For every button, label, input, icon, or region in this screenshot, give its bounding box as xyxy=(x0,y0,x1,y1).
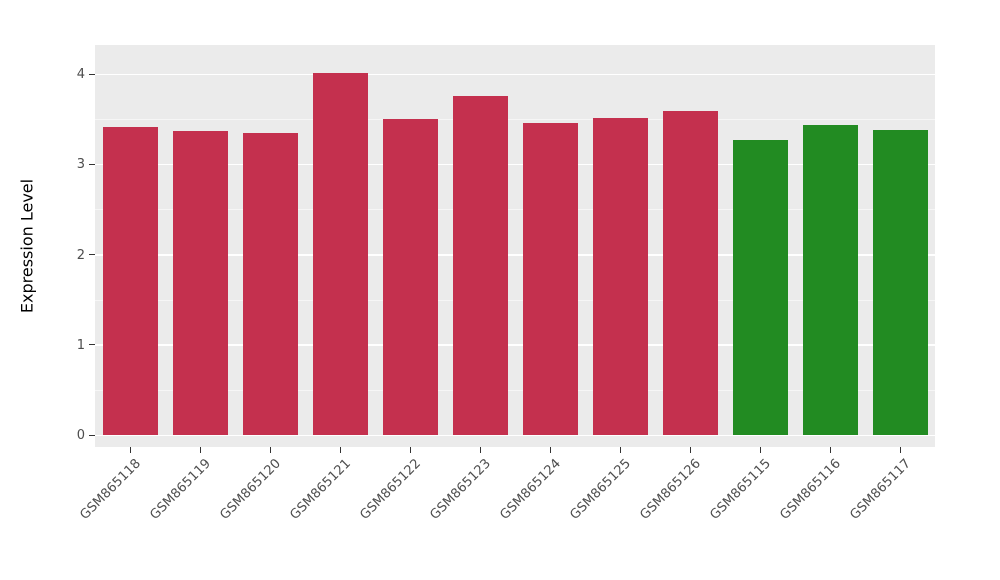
bar-GSM865118 xyxy=(102,127,158,435)
major-gridline xyxy=(95,254,935,256)
x-tick-mark xyxy=(619,447,621,453)
y-tick-label: 0 xyxy=(76,428,85,443)
x-tick-mark xyxy=(129,447,131,453)
major-gridline xyxy=(95,73,935,75)
bar-GSM865116 xyxy=(802,125,858,435)
y-axis-title: Expression Level xyxy=(17,178,37,314)
bar-GSM865121 xyxy=(312,73,368,435)
y-tick-mark xyxy=(89,163,95,165)
bar-GSM865126 xyxy=(662,111,718,435)
bar-GSM865115 xyxy=(732,139,788,435)
y-tick-label: 4 xyxy=(76,67,85,82)
bar-GSM865124 xyxy=(522,122,578,435)
x-tick-mark xyxy=(899,447,901,453)
y-tick-label: 1 xyxy=(76,337,85,353)
x-tick-mark xyxy=(829,447,831,453)
y-tick-mark xyxy=(89,254,95,255)
minor-gridline xyxy=(95,299,935,301)
y-tick-mark xyxy=(89,73,95,75)
bar-GSM865123 xyxy=(452,95,508,435)
x-tick-mark xyxy=(759,447,761,453)
x-tick-label: GSM865118 xyxy=(77,456,144,523)
y-tick-label: 3 xyxy=(76,157,85,173)
minor-gridline xyxy=(95,119,935,121)
major-gridline xyxy=(95,344,935,346)
minor-gridline xyxy=(95,209,935,211)
x-tick-mark xyxy=(269,447,271,453)
bar-GSM865125 xyxy=(592,118,648,435)
bar-GSM865120 xyxy=(242,132,298,435)
bar-GSM865119 xyxy=(172,130,228,435)
major-gridline xyxy=(95,163,935,166)
x-tick-mark xyxy=(199,447,201,453)
bar-GSM865117 xyxy=(872,129,928,435)
bar-GSM865122 xyxy=(382,119,438,435)
x-tick-mark xyxy=(549,447,551,453)
y-tick-mark xyxy=(89,434,95,436)
major-gridline xyxy=(95,434,935,436)
x-tick-mark xyxy=(689,447,691,453)
y-tick-mark xyxy=(89,344,95,346)
minor-gridline xyxy=(95,389,935,391)
x-tick-mark xyxy=(479,447,481,453)
y-tick-label: 2 xyxy=(76,247,85,263)
chart-panel xyxy=(95,45,935,447)
x-tick-mark xyxy=(339,447,341,453)
x-tick-mark xyxy=(409,447,411,453)
